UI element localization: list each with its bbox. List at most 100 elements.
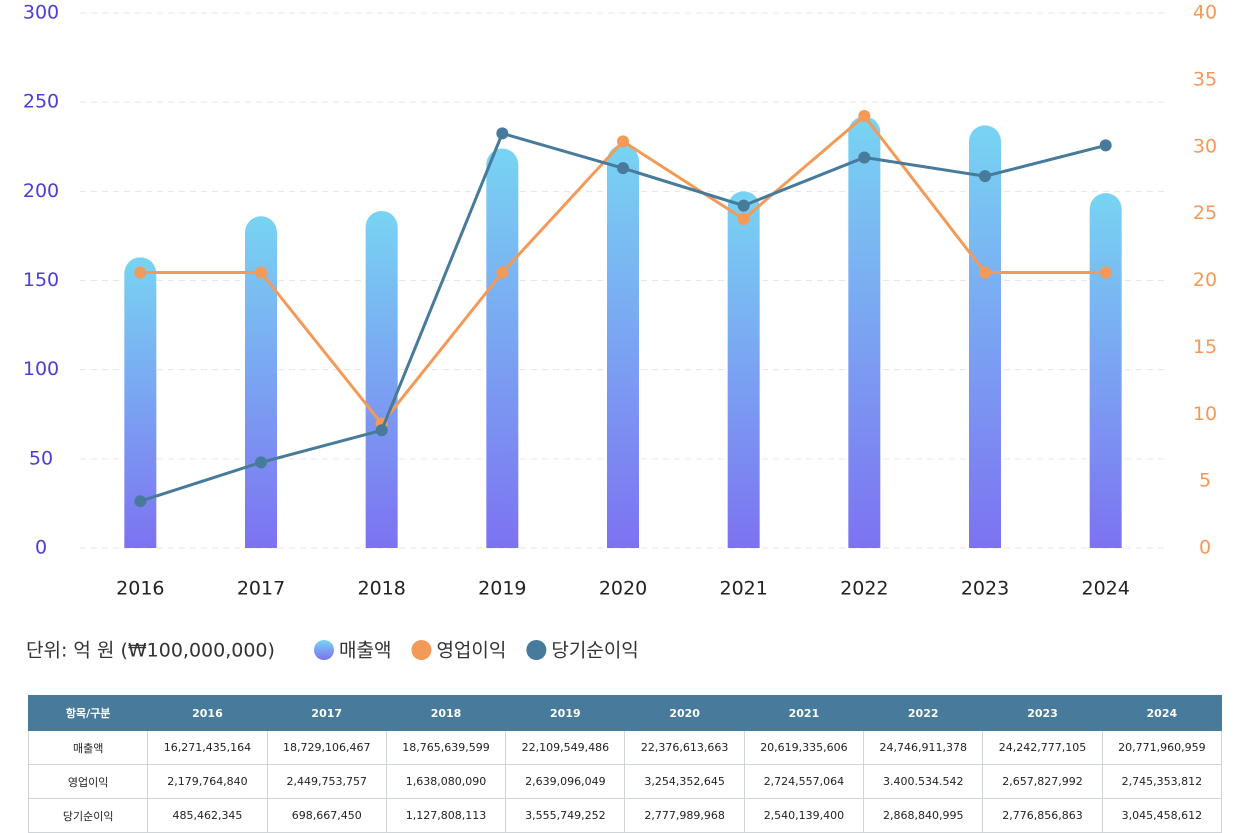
x-tick-label: 2018 [357,578,405,600]
header-cell: 2023 [982,695,1103,731]
y2-tick-label: 5 [1199,470,1211,492]
bar [486,148,519,549]
row: 영업이익 2,179,764,840 2,449,753,757 1,638,080,… [27,764,1223,799]
x-tick-label: 2024 [1081,578,1129,600]
cell: 2,777,989,968 [624,798,745,833]
legend-label: 당기순이익 [551,640,638,662]
cell: 2,657,827,992 [982,764,1103,799]
y2-tick-label: 30 [1193,135,1217,157]
line-point [737,212,750,225]
cell: 2,745,353,812 [1101,764,1223,799]
bar [1089,193,1122,548]
line-point [617,135,629,148]
bar [969,125,1001,548]
y2-tick-label: 10 [1193,403,1217,425]
cell: 2,540,139,400 [743,798,865,833]
bar [124,257,157,548]
cell: 22,376,613,663 [624,730,745,765]
cell: 2,179,764,840 [147,764,268,799]
legend-swatch [314,640,334,660]
cell: 2,776,856,863 [982,798,1103,833]
y-tick-label: 100 [23,358,59,380]
bar [848,116,881,548]
line-point [979,170,991,183]
line-point [858,151,871,164]
cell: 3.400.534.542 [863,764,984,799]
unit-note: 단위: 억 원 (₩100,000,000) [26,640,275,662]
x-tick-label: 2017 [237,578,285,600]
legend-label: 영업이익 [436,640,506,662]
y2-tick-label: 20 [1193,269,1217,291]
cell: 24,746,911,378 [863,730,984,765]
legend-label: 매출액 [339,640,391,662]
cell: 2,724,557,064 [743,764,865,799]
cell: 당기순이익 [27,798,149,833]
cell: 485,462,345 [147,798,268,833]
cell: 2,449,753,757 [266,764,387,799]
header-cell: 2021 [743,695,865,731]
y-tick-label: 50 [29,447,53,469]
y2-tick-label: 0 [1199,537,1211,559]
header-cell: 2018 [385,695,507,731]
line-point [617,162,629,175]
cell: 1,638,080,090 [385,764,507,799]
x-tick-label: 2019 [478,578,526,600]
line-point [1099,266,1112,279]
y2-tick-label: 40 [1193,2,1217,24]
line-point [496,127,509,140]
header-cell: 2022 [863,695,984,731]
cell: 영업이익 [27,764,149,799]
header-cell: 2024 [1101,695,1223,731]
header-cell: 2017 [266,695,387,731]
y-tick-label: 0 [35,537,47,559]
cell: 18,729,106,467 [266,730,387,765]
cell: 16,271,435,164 [147,730,268,765]
y2-tick-label: 35 [1193,68,1217,90]
cell: 3,555,749,252 [505,798,626,833]
row: 매출액 16,271,435,164 18,729,106,467 18,765,63… [27,730,1223,765]
cell: 2,868,840,995 [863,798,984,833]
cell: 3,045,458,612 [1101,798,1223,833]
x-tick-label: 2020 [599,578,647,600]
line-point [737,199,750,212]
y-tick-label: 300 [23,2,59,24]
x-tick-label: 2021 [719,578,767,600]
bar [727,191,760,549]
legend-swatch [411,640,432,660]
header-cell: 2020 [624,695,745,731]
y-tick-label: 200 [23,180,59,202]
line-point [255,266,267,279]
header-cell: 항목/구분 [27,695,149,731]
bar [245,216,277,549]
cell: 매출액 [27,730,149,765]
line-point [496,266,509,279]
line-point [255,456,267,469]
chart: 단위: 억 원 (₩100,000,000) 05010015020025030… [23,2,1217,662]
line-point [375,424,388,437]
line-point [134,266,147,279]
header-cell: 2016 [147,695,268,731]
line-point [134,495,147,508]
x-tick-label: 2023 [961,578,1009,600]
cell: 2,639,096,049 [505,764,626,799]
line-point [979,266,991,279]
line-point [1099,139,1112,152]
bar [365,210,398,548]
y-tick-label: 150 [23,269,59,291]
cell: 1,127,808,113 [385,798,507,833]
data-table: 항목/구분 2016 2017 2018 2019 2020 2021 2022 2023 202… [27,695,1223,833]
y-tick-label: 250 [23,91,59,113]
header-cell: 2019 [505,695,626,731]
y2-tick-label: 25 [1193,202,1217,224]
x-tick-label: 2022 [840,578,888,600]
cell: 3,254,352,645 [624,764,745,799]
cell: 698,667,450 [266,798,387,833]
cell: 24,242,777,105 [982,730,1103,765]
cell: 20,771,960,959 [1101,730,1223,765]
x-tick-label: 2016 [116,578,164,600]
cell: 20,619,335,606 [743,730,865,765]
legend-swatch [526,640,547,660]
cell: 22,109,549,486 [505,730,626,765]
cell: 18,765,639,599 [385,730,507,765]
